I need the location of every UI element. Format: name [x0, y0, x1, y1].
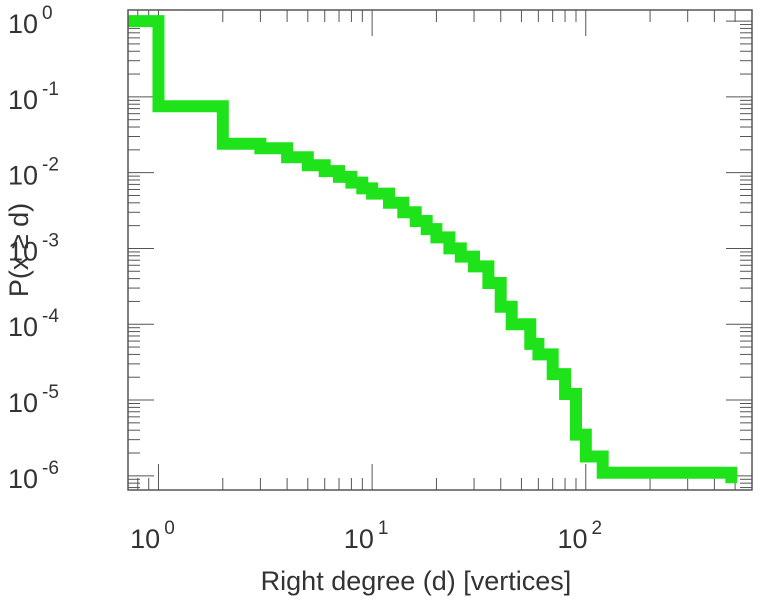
y-tick-label: 10 -6	[8, 458, 59, 494]
plot-frame	[127, 9, 753, 491]
x-tick-label: 10 2	[557, 518, 602, 554]
y-tick-label: 10 -4	[8, 306, 59, 342]
x-tick-label: 10 0	[130, 518, 175, 554]
x-tick-label: 10 1	[344, 518, 389, 554]
series-layer	[128, 15, 738, 484]
y-tick-label: 10 -5	[8, 382, 59, 418]
y-tick-label: 10 -3	[8, 230, 59, 266]
y-tick-label: 10 0	[8, 3, 53, 39]
y-tick-label: 10 -2	[8, 155, 59, 191]
axis-ticks	[128, 10, 753, 490]
y-axis-label: P(x ≥ d)	[4, 203, 34, 297]
x-axis-label: Right degree (d) [vertices]	[261, 566, 572, 596]
y-tick-label: 10 -1	[8, 79, 59, 115]
ccdf-series-line	[128, 15, 738, 484]
tick-labels: 10 0 10 1 10 2 10 0 10 -1 10 -2 10 -3 10 -4 10 -5 10 -6	[8, 3, 602, 554]
